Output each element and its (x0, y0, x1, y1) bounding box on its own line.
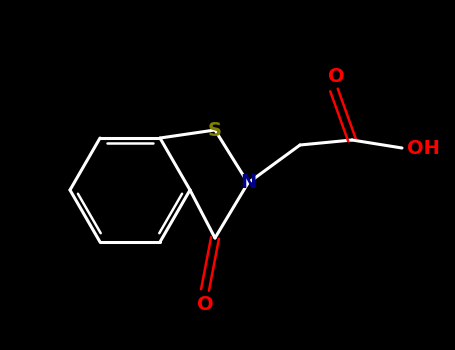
Text: O: O (197, 294, 213, 314)
Text: N: N (240, 174, 256, 192)
Text: S: S (208, 120, 222, 140)
Text: OH: OH (407, 139, 440, 158)
Text: O: O (328, 68, 344, 86)
